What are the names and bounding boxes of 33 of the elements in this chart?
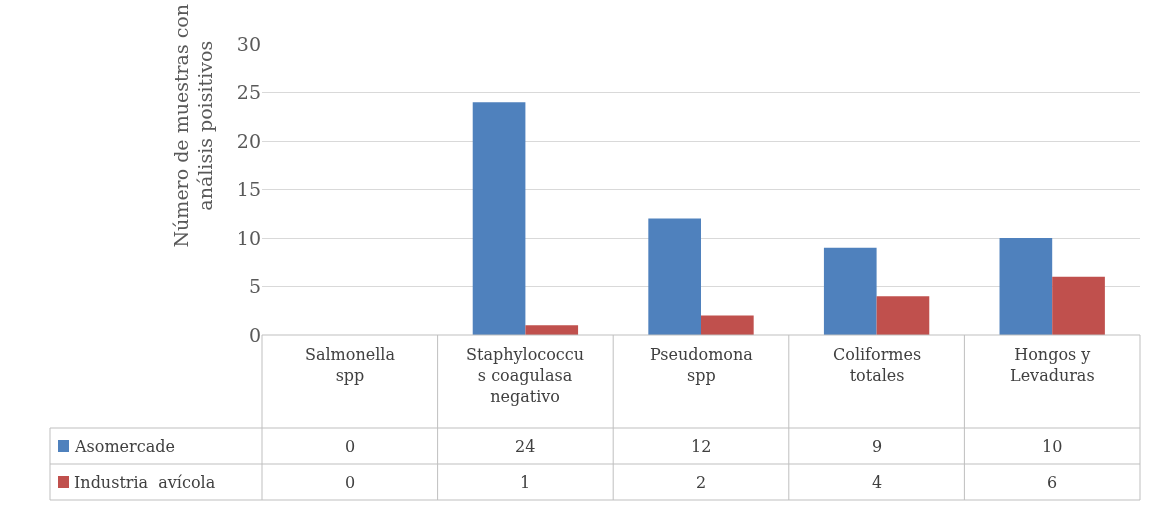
- data-label: 1: [520, 473, 531, 492]
- data-label: 10: [1042, 437, 1063, 456]
- bar: [823, 247, 877, 335]
- bar: [648, 218, 701, 335]
- data-label: 2: [696, 473, 707, 492]
- x-tick-label: Pseudomona spp: [650, 345, 754, 385]
- x-tick-label: Salmonella spp: [305, 345, 396, 385]
- x-tick-label: Coliformes totales: [833, 345, 922, 385]
- bar: [472, 102, 526, 335]
- data-label: 6: [1047, 473, 1058, 492]
- bar: [1052, 276, 1105, 335]
- y-tick-label: 15: [236, 178, 261, 201]
- bar: [876, 296, 930, 335]
- data-label: 9: [872, 437, 883, 456]
- y-tick-label: 10: [236, 226, 261, 249]
- data-label: 0: [345, 437, 356, 456]
- data-label: 0: [345, 473, 356, 492]
- bar: [999, 238, 1053, 335]
- data-label: 4: [872, 473, 883, 492]
- x-tick-label: Hongos y Levaduras: [1010, 345, 1095, 385]
- y-tick-label: 20: [236, 129, 261, 152]
- y-tick-label: 5: [248, 275, 261, 298]
- y-axis-title: Número de muestras con análisis poisitivos: [169, 3, 217, 248]
- y-tick-label: 25: [236, 81, 261, 104]
- y-tick-label: 0: [248, 323, 261, 346]
- bar: [701, 315, 754, 335]
- y-tick-label: 30: [236, 32, 261, 55]
- data-label: 12: [691, 437, 712, 456]
- legend-label: Asomercade: [74, 437, 175, 456]
- legend-label: Industria avícola: [74, 473, 216, 492]
- bar: [525, 325, 579, 335]
- x-tick-label: Staphylococcus coagulasa negativo: [466, 345, 585, 406]
- data-label: 24: [515, 437, 536, 456]
